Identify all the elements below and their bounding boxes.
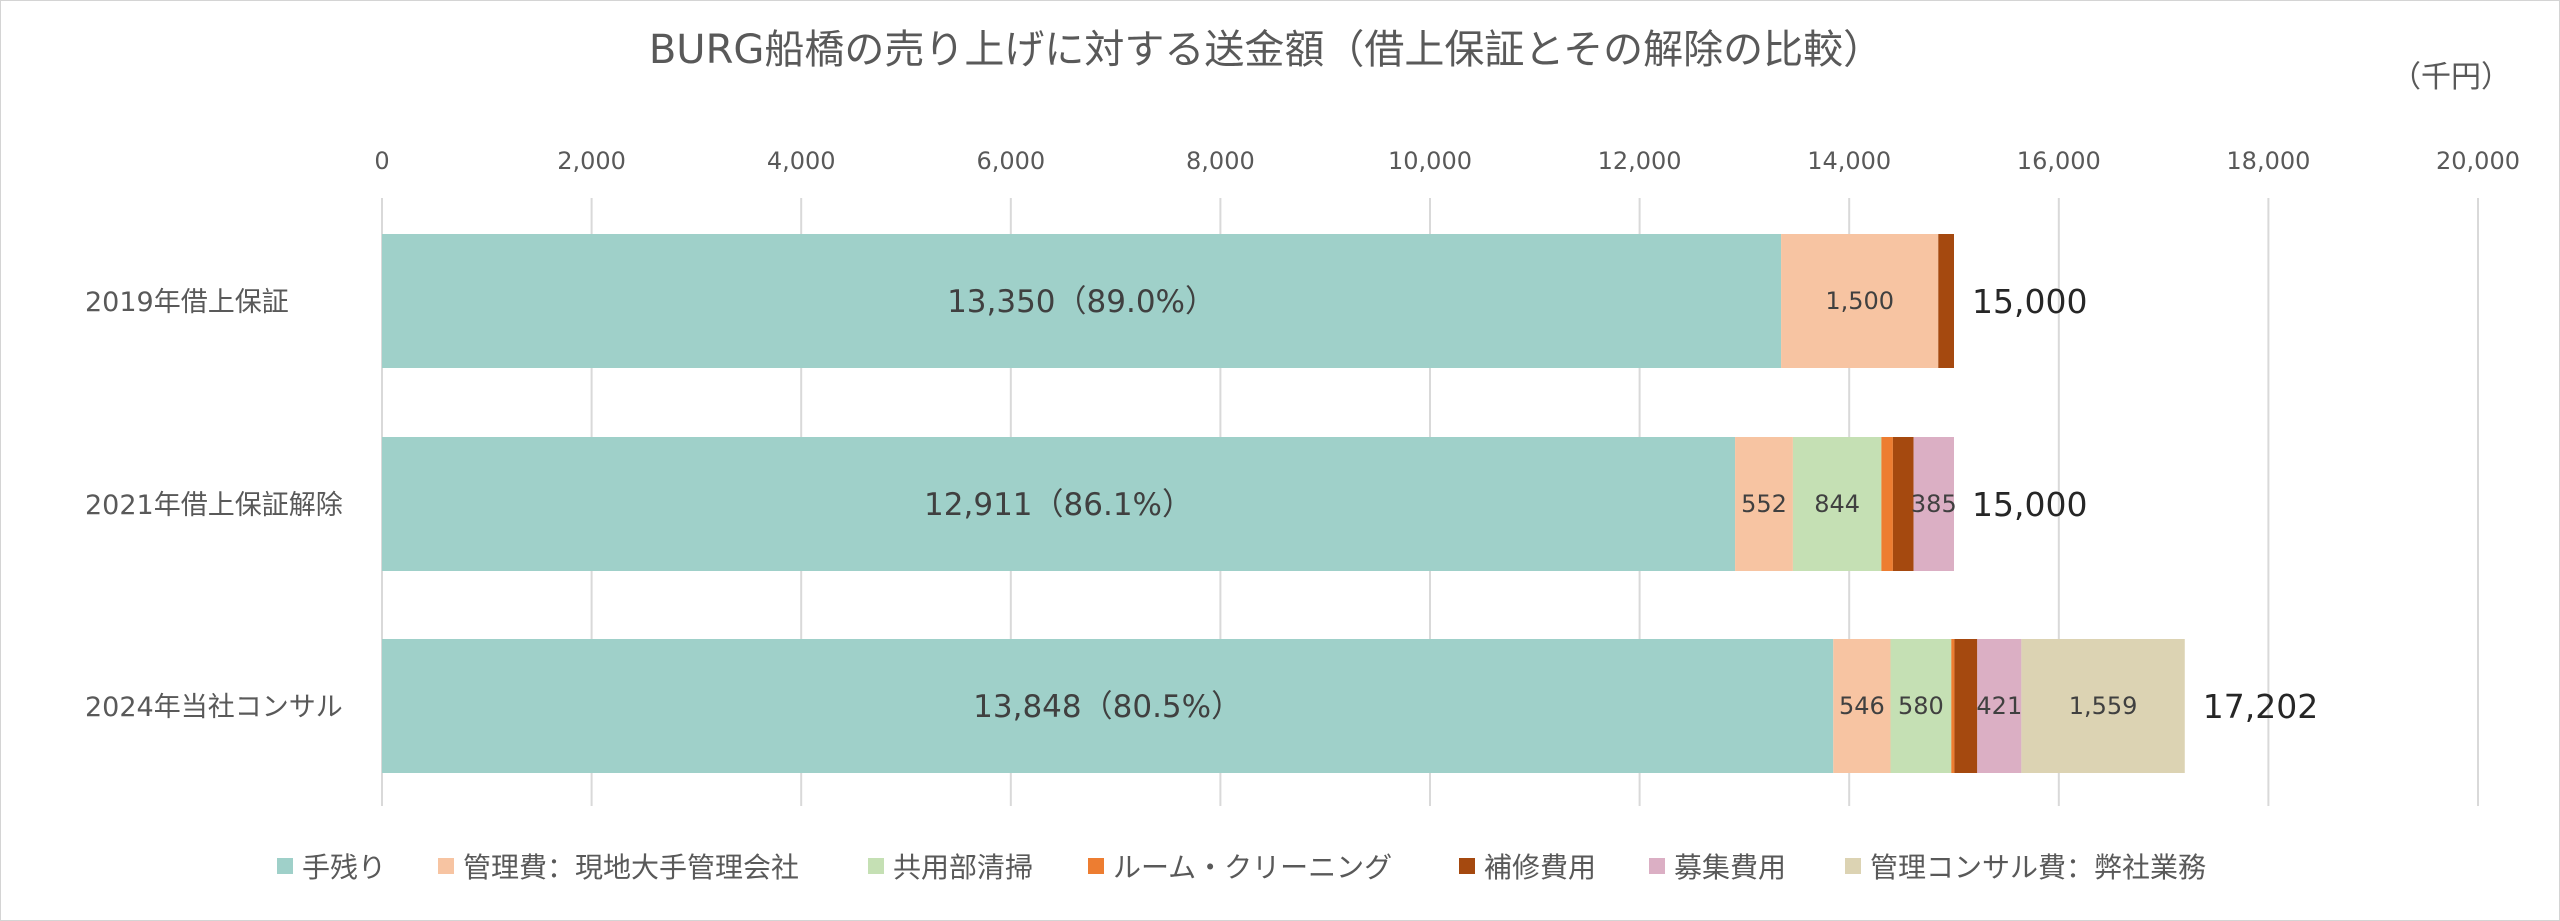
x-tick-label: 10,000 (1388, 147, 1472, 175)
data-label: 421 (1976, 692, 2022, 720)
legend-label: 管理コンサル費：弊社業務 (1870, 851, 2206, 884)
legend-swatch (1845, 858, 1861, 874)
data-label: 580 (1898, 692, 1944, 720)
bar-segment (1977, 639, 2022, 773)
legend-label: 補修費用 (1484, 851, 1596, 884)
legend-swatch (868, 858, 884, 874)
x-tick-label: 8,000 (1186, 147, 1255, 175)
legend-swatch (1088, 858, 1104, 874)
bar-segment (382, 437, 1736, 571)
legend-label: 募集費用 (1674, 851, 1786, 884)
data-label: 13,848（80.5%） (973, 689, 1242, 725)
bar-segment (1892, 437, 1914, 571)
bar-segment (1913, 437, 1954, 571)
data-label: 844 (1814, 490, 1860, 518)
x-tick-label: 14,000 (1807, 147, 1891, 175)
data-label: 385 (1911, 490, 1957, 518)
total-label: 15,000 (1972, 485, 2087, 524)
x-tick-label: 0 (374, 147, 389, 175)
bar-segment (1833, 639, 1891, 773)
data-label: 1,500 (1825, 287, 1894, 315)
data-label: 552 (1741, 490, 1787, 518)
category-axis: 2019年借上保証 2021年借上保証解除 2024年当社コンサル (85, 287, 343, 723)
x-tick-label: 6,000 (976, 147, 1045, 175)
bar-segment (382, 234, 1782, 368)
chart-title: BURG船橋の売り上げに対する送金額（借上保証とその解除の比較） (649, 27, 1883, 73)
legend-label: 手残り (302, 851, 386, 884)
bar-segment (1938, 234, 1954, 368)
bar-segment (1951, 639, 1955, 773)
x-axis-ticks: 0 2,000 4,000 6,000 8,000 10,000 12,000 14,000 1… (374, 147, 2520, 175)
legend: 手残り 管理費：現地大手管理会社 共用部清掃 ルーム・クリーニング 補修費用 募集費用 管理… (277, 851, 2206, 884)
legend-label: 共用部清掃 (893, 851, 1033, 884)
data-label: 546 (1839, 692, 1885, 720)
x-tick-label: 2,000 (557, 147, 626, 175)
legend-swatch (1649, 858, 1665, 874)
bars (382, 234, 2185, 773)
x-tick-label: 18,000 (2226, 147, 2310, 175)
total-labels: 15,000 15,000 17,202 (1972, 282, 2318, 726)
legend-swatch (438, 858, 454, 874)
unit-label: （千円） (2391, 60, 2511, 95)
bar-segment (1781, 234, 1939, 368)
x-tick-label: 20,000 (2436, 147, 2520, 175)
x-tick-label: 4,000 (767, 147, 836, 175)
total-label: 15,000 (1972, 282, 2087, 321)
bar-segment (1735, 437, 1793, 571)
category-label: 2024年当社コンサル (85, 692, 343, 723)
x-tick-label: 12,000 (1598, 147, 1682, 175)
bar-segment (2021, 639, 2185, 773)
legend-swatch (1459, 858, 1475, 874)
category-label: 2019年借上保証 (85, 287, 289, 318)
data-label: 1,559 (2069, 692, 2138, 720)
bar-segment (1881, 437, 1893, 571)
legend-swatch (277, 858, 293, 874)
bar-segment (1890, 639, 1952, 773)
data-label: 12,911（86.1%） (924, 487, 1193, 523)
bar-segment (382, 639, 1834, 773)
data-labels: 13,350（89.0%） 1,500 12,911（86.1%） 552 844 385… (924, 284, 2137, 725)
data-label: 13,350（89.0%） (947, 284, 1216, 320)
legend-label: 管理費：現地大手管理会社 (463, 851, 799, 884)
bar-segment (1792, 437, 1882, 571)
legend-label: ルーム・クリーニング (1113, 851, 1392, 884)
bar-segment (1954, 639, 1978, 773)
x-tick-label: 16,000 (2017, 147, 2101, 175)
total-label: 17,202 (2203, 687, 2318, 726)
category-label: 2021年借上保証解除 (85, 490, 343, 521)
